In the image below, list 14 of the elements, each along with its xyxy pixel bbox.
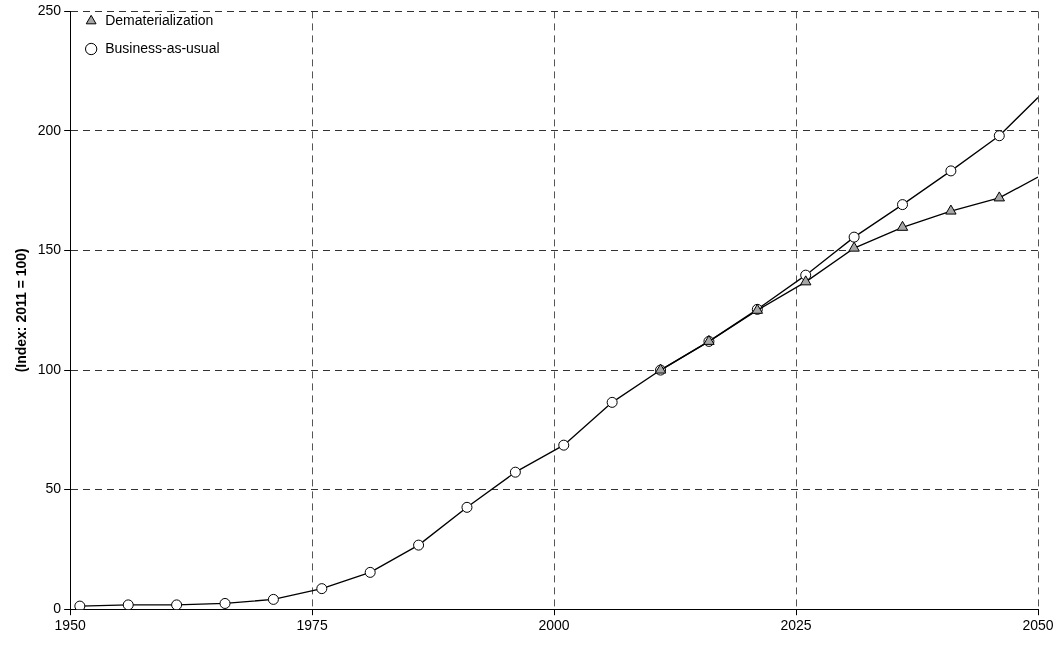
y-axis-title: (Index: 2011 = 100)	[13, 248, 30, 373]
y-tick-label: 200	[37, 121, 62, 138]
x-tick-label: 2000	[538, 617, 570, 634]
x-tick-label: 1950	[54, 617, 86, 634]
y-tick-label: 50	[45, 480, 62, 497]
x-tick-label: 2025	[780, 617, 812, 634]
y-tick-label: 150	[37, 241, 62, 258]
legend-label: Dematerialization	[105, 11, 214, 28]
y-tick-label: 250	[37, 2, 62, 19]
y-tick-label: 100	[37, 360, 62, 377]
x-tick-label: 1975	[296, 617, 328, 634]
x-tick-label: 2050	[1022, 617, 1054, 634]
y-tick-label: 0	[53, 600, 62, 617]
legend-label: Business-as-usual	[105, 39, 220, 56]
